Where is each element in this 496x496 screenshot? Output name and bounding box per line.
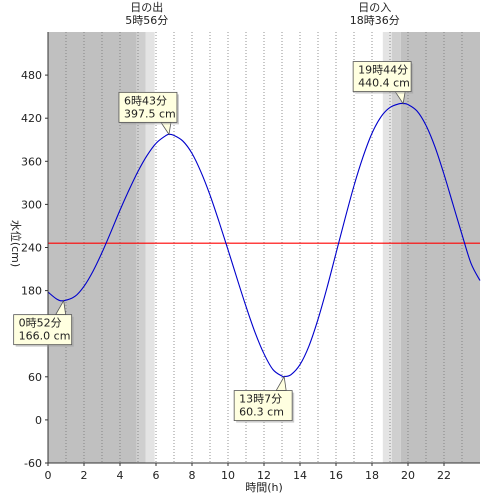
x-axis-label: 時間(h) — [245, 481, 283, 494]
x-tick-label: 10 — [221, 469, 235, 482]
band-twilight-dark — [391, 32, 401, 463]
callout-box — [233, 390, 293, 421]
x-tick-labels: 0 2 4 6 8 10 12 14 16 18 20 22 — [45, 463, 451, 482]
y-tick-labels: -60060120180240300360420480 — [21, 69, 48, 470]
y-tick-label: 60 — [28, 371, 42, 384]
y-axis-label: 水位(cm) — [9, 220, 23, 267]
x-tick-label: 4 — [117, 469, 124, 482]
x-tick-label: 12 — [257, 469, 271, 482]
y-tick-label: 360 — [21, 155, 42, 168]
callout-level: 440.4 cm — [358, 77, 410, 90]
y-tick-label: 480 — [21, 69, 42, 82]
callout-level: 397.5 cm — [124, 107, 176, 120]
x-tick-label: 8 — [189, 469, 196, 482]
y-tick-label: 0 — [35, 414, 42, 427]
x-tick-label: 0 — [45, 469, 52, 482]
y-tick-label: -60 — [24, 457, 42, 470]
band-twilight-dark — [136, 32, 146, 463]
callout-box — [118, 91, 178, 123]
callout-level: 60.3 cm — [239, 406, 284, 419]
x-tick-label: 2 — [81, 469, 88, 482]
x-tick-label: 16 — [329, 469, 343, 482]
callout-time: 19時44分 — [358, 64, 408, 77]
series-group — [47, 102, 481, 378]
callout-time: 13時7分 — [239, 393, 282, 406]
tide-line — [47, 102, 481, 378]
x-tick-label: 20 — [401, 469, 415, 482]
callout-time: 0時52分 — [19, 317, 62, 330]
x-tick-label: 18 — [365, 469, 379, 482]
sunrise-title: 日の出 — [130, 0, 163, 14]
band-twilight-light — [382, 32, 392, 463]
y-tick-label: 240 — [21, 242, 42, 255]
y-tick-label: 300 — [21, 198, 42, 211]
x-tick-label: 14 — [293, 469, 307, 482]
callout-box — [352, 61, 412, 92]
band-night — [400, 32, 480, 463]
callout-level: 166.0 cm — [19, 330, 71, 343]
x-tick-label: 22 — [437, 469, 451, 482]
sunset-time: 18時36分 — [350, 14, 400, 27]
sunrise-time: 5時56分 — [125, 14, 168, 27]
band-twilight-light — [145, 32, 155, 463]
y-tick-label: 180 — [21, 285, 42, 298]
y-tick-label: 420 — [21, 112, 42, 125]
x-tick-label: 6 — [153, 469, 160, 482]
callout-box — [13, 314, 73, 346]
callout-time: 6時43分 — [124, 94, 167, 107]
sunset-title: 日の入 — [358, 1, 391, 14]
